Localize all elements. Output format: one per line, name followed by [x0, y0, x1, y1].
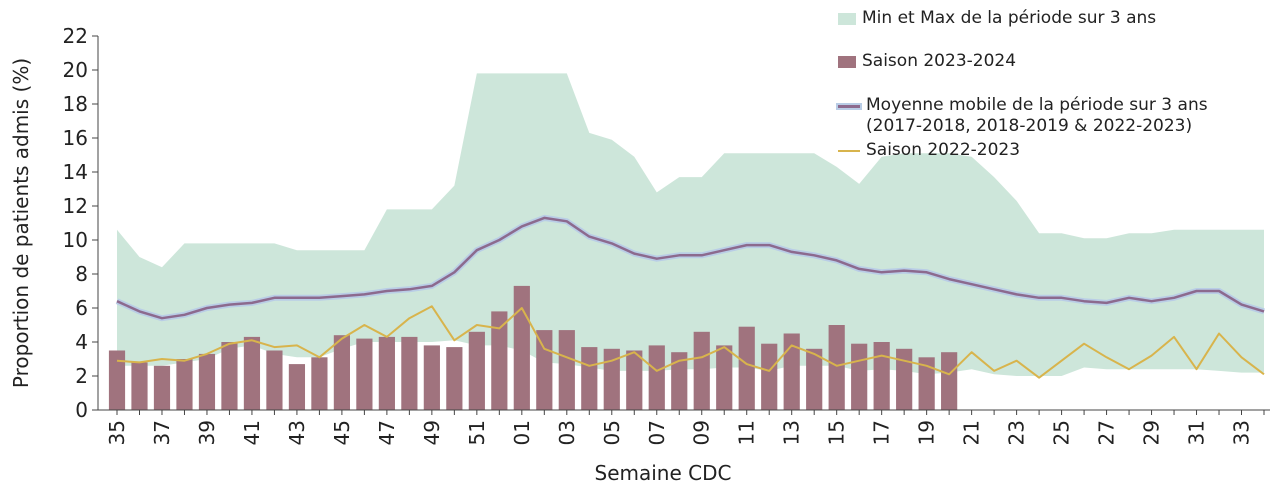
x-tick-label: 31: [1185, 420, 1209, 445]
x-tick-label: 01: [510, 420, 534, 445]
y-tick-label: 12: [63, 194, 88, 218]
bar: [581, 347, 598, 410]
legend-swatch: [838, 150, 860, 152]
bar: [513, 285, 530, 410]
bar: [761, 343, 778, 410]
x-tick-label: 41: [240, 420, 264, 445]
bar: [738, 326, 755, 410]
y-tick-label: 0: [75, 398, 88, 422]
x-tick-label: 27: [1095, 420, 1119, 445]
x-tick-label: 05: [600, 420, 624, 445]
bar: [896, 348, 913, 410]
legend-label: Moyenne mobile de la période sur 3 ans (…: [866, 95, 1208, 136]
bar: [266, 350, 283, 410]
bar: [491, 311, 508, 410]
x-tick-label: 49: [420, 420, 444, 445]
bar: [333, 335, 350, 410]
y-tick-label: 14: [63, 160, 88, 184]
x-tick-label: 29: [1140, 420, 1164, 445]
bar: [558, 330, 575, 410]
bar: [918, 357, 935, 410]
x-tick-label: 25: [1050, 420, 1074, 445]
x-tick-label: 35: [105, 420, 129, 445]
bar: [446, 347, 463, 410]
x-tick-label: 09: [690, 420, 714, 445]
x-tick-label: 17: [870, 420, 894, 445]
bar: [783, 333, 800, 410]
legend-swatch: [838, 56, 856, 68]
bar: [468, 331, 485, 410]
bar: [941, 352, 958, 410]
x-tick-label: 47: [375, 420, 399, 445]
x-tick-label: 45: [330, 420, 354, 445]
x-tick-label: 33: [1230, 420, 1254, 445]
y-axis-label: Proportion de patients admis (%): [9, 58, 33, 388]
x-tick-label: 19: [915, 420, 939, 445]
bar: [648, 345, 665, 410]
legend-label: Min et Max de la période sur 3 ans: [862, 8, 1157, 28]
bar: [131, 362, 148, 410]
y-tick-label: 6: [75, 296, 88, 320]
bar: [176, 359, 193, 410]
y-tick-label: 2: [75, 364, 88, 388]
bar: [603, 348, 620, 410]
bar: [671, 352, 688, 410]
bar: [221, 342, 238, 410]
x-tick-label: 11: [735, 420, 759, 445]
y-tick-label: 16: [63, 126, 88, 150]
y-tick-label: 20: [63, 58, 88, 82]
bar: [198, 353, 216, 410]
bar: [716, 345, 733, 410]
bar: [536, 330, 553, 410]
bar: [828, 325, 845, 410]
bar: [401, 336, 418, 410]
bar: [851, 343, 868, 410]
legend-item: Moyenne mobile de la période sur 3 ans (…: [838, 95, 1246, 137]
x-tick-label: 07: [645, 420, 669, 445]
legend-item: Saison 2023-2024: [838, 51, 1242, 72]
y-tick-label: 10: [63, 228, 88, 252]
plot-layer: [108, 73, 1265, 410]
x-tick-label: 15: [825, 420, 849, 445]
y-tick-label: 18: [63, 92, 88, 116]
bar: [873, 342, 890, 410]
x-tick-label: 21: [960, 420, 984, 445]
x-tick-label: 51: [465, 420, 489, 445]
legend-swatch: [838, 105, 860, 108]
y-tick-label: 22: [63, 24, 88, 48]
bar: [423, 345, 440, 410]
x-tick-label: 23: [1005, 420, 1029, 445]
line: [116, 216, 1265, 320]
bar: [626, 350, 643, 410]
y-tick-label: 8: [75, 262, 88, 286]
bar: [288, 364, 306, 410]
min-max-band: [117, 73, 1264, 377]
x-tick-label: 13: [780, 420, 804, 445]
bar: [153, 365, 171, 410]
bar: [806, 348, 823, 410]
legend-label: Saison 2023-2024: [862, 51, 1017, 71]
bar: [108, 350, 126, 410]
legend-swatch: [838, 13, 856, 25]
x-tick-label: 39: [195, 420, 219, 445]
x-tick-label: 37: [150, 420, 174, 445]
bar: [378, 336, 395, 410]
legend-item: Min et Max de la période sur 3 ans: [838, 8, 1242, 29]
bar: [243, 336, 261, 410]
x-tick-label: 03: [555, 420, 579, 445]
legend-item: Saison 2022-2023: [838, 140, 1246, 161]
bar: [356, 338, 373, 410]
x-tick-label: 43: [285, 420, 309, 445]
line: [116, 305, 1265, 379]
y-tick-label: 4: [75, 330, 88, 354]
x-axis-label: Semaine CDC: [595, 461, 732, 485]
bar: [311, 357, 328, 410]
legend-label: Saison 2022-2023: [866, 140, 1021, 160]
bar: [693, 331, 710, 410]
